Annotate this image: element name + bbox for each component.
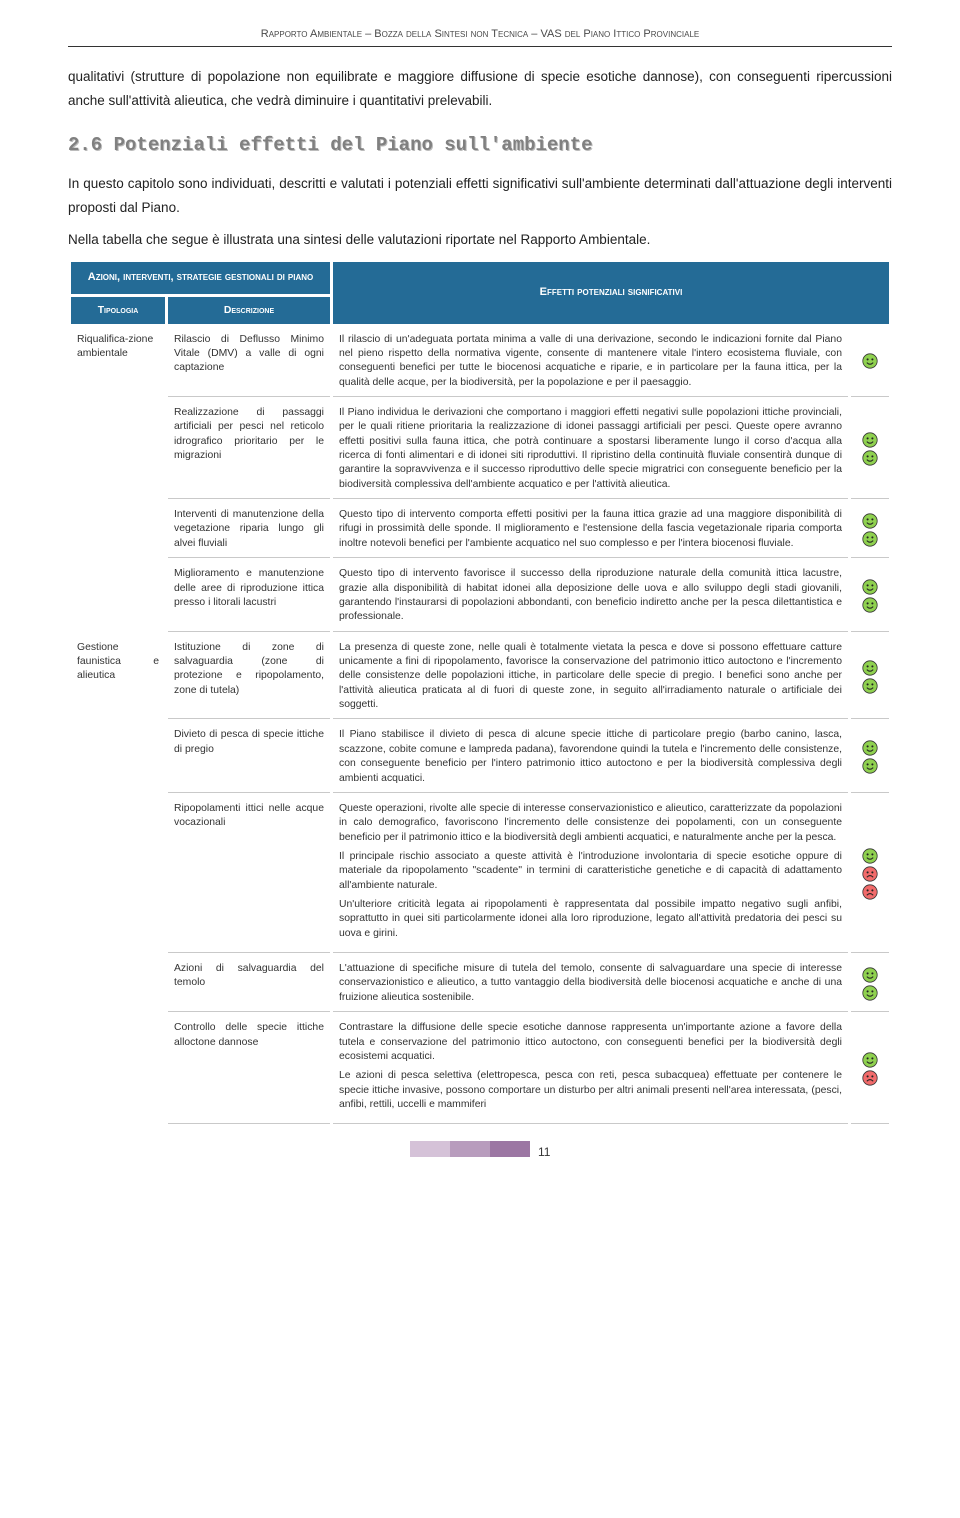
effects-table: Azioni, interventi, strategie gestionali… [68,259,892,1127]
descrizione-cell: Controllo delle specie ittiche alloctone… [168,1015,330,1124]
descrizione-cell: Interventi di manutenzione della vegetaz… [168,502,330,558]
page-number: 11 [538,1145,550,1159]
table-header-group: Azioni, interventi, strategie gestionali… [71,262,330,293]
descrizione-cell: Azioni di salvaguardia del temolo [168,956,330,1012]
table-row: Gestione faunistica e alieuticaIstituzio… [71,635,889,720]
effect-icons [851,1015,889,1124]
section-number: 2.6 [68,134,102,156]
effetto-cell: Queste operazioni, rivolte alle specie d… [333,796,848,953]
effetto-cell: L'attuazione di specifiche misure di tut… [333,956,848,1012]
section-para-2: Nella tabella che segue è illustrata una… [68,228,892,252]
effetto-cell: Questo tipo di intervento favorisce il s… [333,561,848,631]
effetto-cell: Questo tipo di intervento comporta effet… [333,502,848,558]
effect-icons [851,635,889,720]
effetto-cell: La presenza di queste zone, nelle quali … [333,635,848,720]
table-row: Miglioramento e manutenzione delle aree … [71,561,889,631]
effetto-cell: Il rilascio di un'adeguata portata minim… [333,327,848,397]
table-header-descrizione: Descrizione [168,297,330,324]
effect-icons [851,327,889,397]
table-row: Realizzazione di passaggi artificiali pe… [71,400,889,499]
footer-bars [410,1141,530,1162]
descrizione-cell: Istituzione di zone di salvaguardia (zon… [168,635,330,720]
page-footer: 11 [68,1141,892,1162]
tipologia-cell: Riqualifica-zione ambientale [71,327,165,632]
table-header-tipologia: Tipologia [71,297,165,324]
section-para-1: In questo capitolo sono individuati, des… [68,172,892,219]
table-row: Controllo delle specie ittiche alloctone… [71,1015,889,1124]
table-row: Azioni di salvaguardia del temoloL'attua… [71,956,889,1012]
descrizione-cell: Miglioramento e manutenzione delle aree … [168,561,330,631]
effect-icons [851,956,889,1012]
descrizione-cell: Rilascio di Deflusso Minimo Vitale (DMV)… [168,327,330,397]
intro-paragraph: qualitativi (strutture di popolazione no… [68,65,892,112]
descrizione-cell: Divieto di pesca di specie ittiche di pr… [168,722,330,792]
tipologia-cell: Gestione faunistica e alieutica [71,635,165,1125]
effetto-cell: Contrastare la diffusione delle specie e… [333,1015,848,1124]
table-row: Interventi di manutenzione della vegetaz… [71,502,889,558]
effetto-cell: Il Piano stabilisce il divieto di pesca … [333,722,848,792]
effect-icons [851,502,889,558]
table-row: Riqualifica-zione ambientaleRilascio di … [71,327,889,397]
table-row: Divieto di pesca di specie ittiche di pr… [71,722,889,792]
table-header-effects: Effetti potenziali significativi [333,262,889,323]
effetto-cell: Il Piano individua le derivazioni che co… [333,400,848,499]
effect-icons [851,561,889,631]
header-rule [68,46,892,47]
section-title: Potenziali effetti del Piano sull'ambien… [114,134,593,156]
effect-icons [851,722,889,792]
page-header-title: Rapporto Ambientale – Bozza della Sintes… [68,28,892,40]
effect-icons [851,796,889,953]
descrizione-cell: Realizzazione di passaggi artificiali pe… [168,400,330,499]
table-row: Ripopolamenti ittici nelle acque vocazio… [71,796,889,953]
descrizione-cell: Ripopolamenti ittici nelle acque vocazio… [168,796,330,953]
effect-icons [851,400,889,499]
section-heading: 2.6 Potenziali effetti del Piano sull'am… [68,134,892,156]
